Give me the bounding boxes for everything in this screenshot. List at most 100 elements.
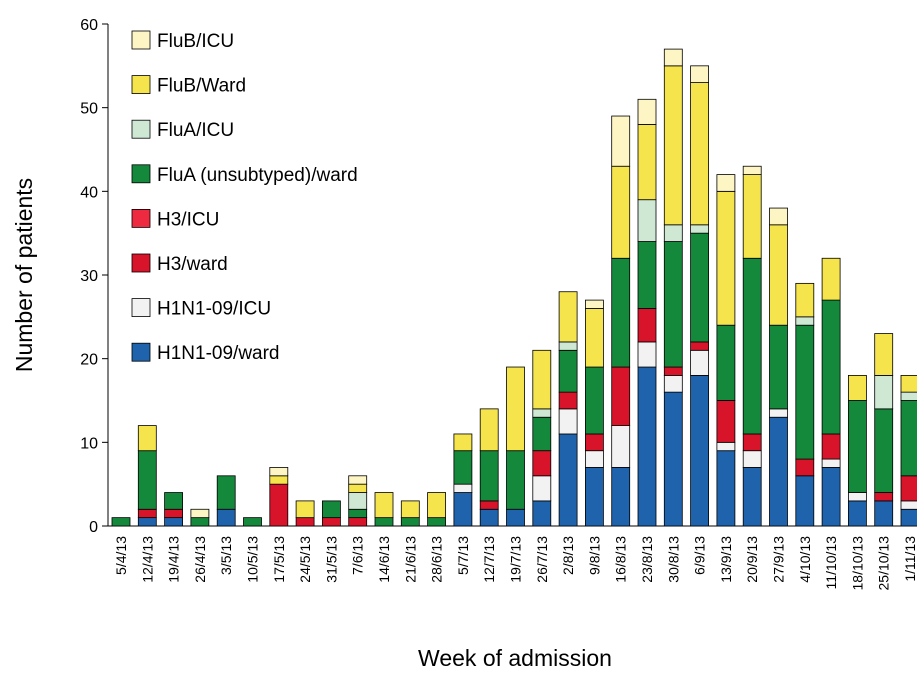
x-tick-label: 6/9/13 [692,536,708,575]
bar-segment [716,190,736,326]
bar-segment [900,475,917,502]
bar-segment [848,500,867,527]
x-tick-label: 9/8/13 [586,536,602,575]
bar-segment [690,82,709,226]
bar-segment [663,366,683,376]
bar-segment [900,500,917,510]
bar-segment [611,165,631,259]
bar-segment [400,500,420,519]
bar-segment [453,433,473,452]
x-tick-label: 19/4/13 [166,536,182,583]
bar-segment [769,408,788,418]
bar-segment [111,517,131,527]
y-tick-label: 50 [80,101,98,118]
bar-segment [427,492,447,519]
bar-segment [900,391,917,401]
bar-segment [611,366,631,426]
bar-segment [427,517,447,527]
bar-segment [637,341,657,368]
x-tick-label: 10/5/13 [245,536,261,583]
x-tick-label: 2/8/13 [560,536,576,575]
x-tick-label: 23/8/13 [639,536,655,583]
legend-label: H1N1-09/ICU [157,299,271,320]
bar-segment [874,374,894,410]
bar-segment [795,324,815,460]
bar-segment [742,257,762,435]
bar-segment [506,508,525,527]
bar-segment [137,508,157,519]
bar-segment [348,517,368,527]
bar-segment [663,65,683,226]
bar-segment [821,299,841,435]
x-axis-label: Week of admission [418,645,612,671]
bar-segment [663,374,683,393]
bar-segment [742,165,762,176]
bar-segment [164,508,184,519]
bar-segment [164,517,184,527]
bar-segment [585,450,604,468]
bar-segment [558,291,578,343]
x-tick-label: 24/5/13 [297,536,313,583]
bar-segment [479,408,499,452]
x-tick-label: 16/8/13 [613,536,629,583]
bar-segment [532,500,552,527]
bar-segment [611,115,631,167]
bar-segment [769,324,788,410]
bar-segment [821,458,841,468]
bar-segment [348,492,368,510]
bar-segment [874,500,894,527]
x-tick-label: 1/11/13 [902,536,917,582]
x-tick-label: 5/7/13 [455,536,471,575]
bar-segment [663,391,683,527]
bar-segment [479,508,499,527]
bar-segment [243,517,262,527]
x-tick-label: 11/10/13 [823,536,839,590]
bar-segment [637,124,657,201]
x-tick-label: 14/6/13 [376,536,392,583]
bar-segment [585,308,604,368]
bar-segment [742,467,762,527]
bar-segment [637,366,657,527]
bar-segment [479,500,499,510]
bar-segment [874,333,894,376]
bar-segment [558,341,578,351]
legend-label: H3/ward [157,254,228,275]
bar-segment [374,492,394,519]
bar-segment [295,500,315,519]
x-tick-label: 17/5/13 [271,536,287,583]
bar-segment [558,391,578,410]
bar-segment [216,475,236,510]
x-tick-label: 21/6/13 [402,536,418,583]
x-tick-label: 28/6/13 [429,536,445,583]
bar-segment [848,374,867,401]
bar-segment [400,517,420,527]
bar-segment [190,508,210,519]
bar-segment [690,232,709,343]
bar-segment [795,458,815,477]
bar-segment [506,450,525,510]
x-tick-label: 12/7/13 [481,536,497,583]
bar-segment [769,224,788,326]
bar-segment [506,366,525,452]
legend-swatch [131,208,151,228]
bar-segment [637,98,657,125]
bar-segment [821,467,841,527]
x-tick-label: 5/4/13 [113,536,129,575]
bar-segment [164,492,184,510]
legend-swatch [131,342,151,362]
legend-label: FluB/Ward [157,76,246,97]
x-tick-label: 31/5/13 [323,536,339,583]
bar-segment [611,425,631,468]
x-tick-label: 20/9/13 [744,536,760,583]
bar-segment [532,475,552,502]
bar-segment [874,492,894,502]
x-tick-label: 13/9/13 [718,536,734,583]
y-axis-label: Number of patients [11,178,37,372]
legend-label: FluA (unsubtyped)/ward [157,165,358,186]
bar-segment [769,207,788,226]
bar-segment [848,492,867,502]
bar-segment [137,517,157,527]
bar-segment [479,450,499,502]
bar-segment [690,224,709,234]
